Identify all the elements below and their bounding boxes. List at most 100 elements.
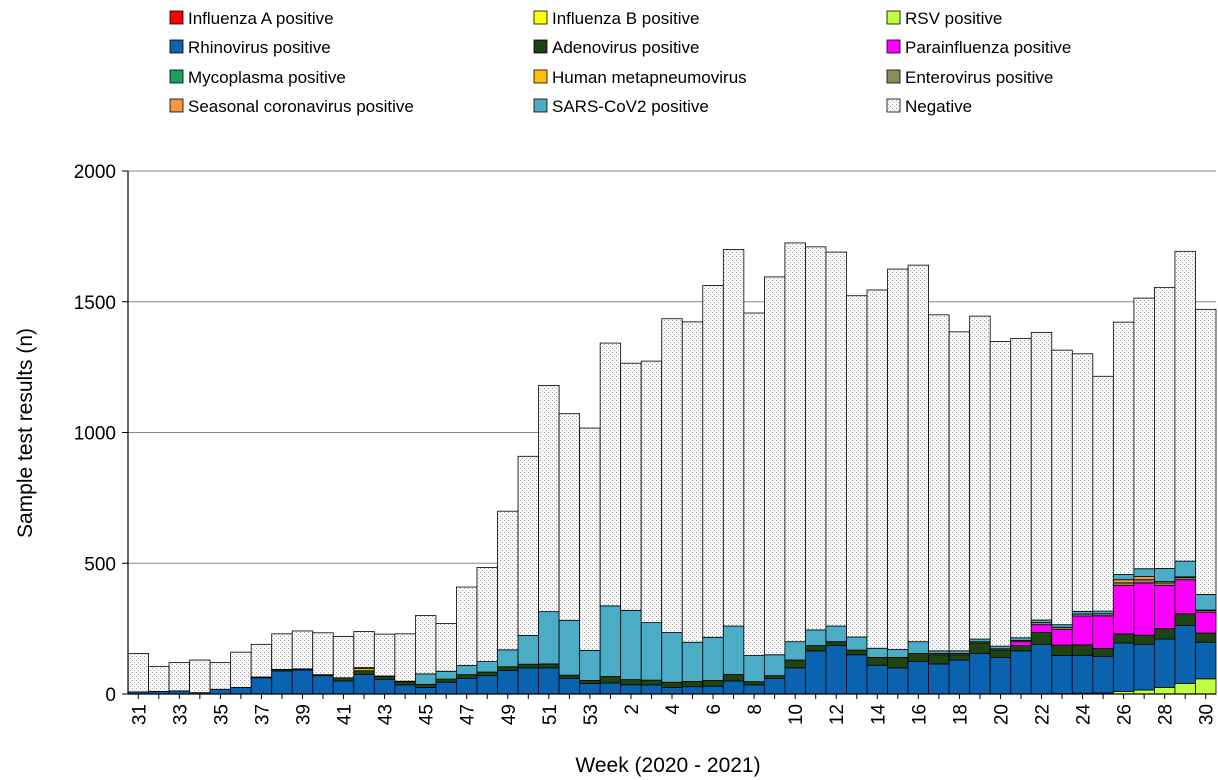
bar-41-rhinovirus-positive bbox=[332, 680, 355, 695]
x-tick-label-24: 24 bbox=[1074, 704, 1095, 726]
bar-16-negative bbox=[907, 264, 930, 643]
legend-label-adenovirus-positive: Adenovirus positive bbox=[552, 38, 699, 57]
bar-53-adenovirus-positive bbox=[579, 680, 601, 684]
bar-2-adenovirus-positive bbox=[620, 679, 642, 686]
x-tick-label-51: 51 bbox=[540, 704, 561, 725]
bar-48-negative bbox=[476, 567, 498, 662]
bar-12-adenovirus-positive bbox=[825, 641, 847, 647]
bar-29-negative bbox=[1174, 250, 1196, 562]
bar-44-rhinovirus-positive bbox=[394, 684, 416, 695]
bar-12-rhinovirus-positive bbox=[825, 645, 847, 695]
bar-51-negative bbox=[538, 385, 560, 613]
bar-51-rhinovirus-positive bbox=[538, 667, 560, 695]
bar-27-sars-cov2-positive bbox=[1133, 568, 1155, 577]
legend-label-parainfluenza-positive: Parainfluenza positive bbox=[905, 38, 1071, 57]
bar-48-sars-cov2-positive bbox=[476, 661, 498, 673]
x-tick-label-31: 31 bbox=[129, 704, 150, 725]
bar-7-sars-cov2-positive bbox=[722, 625, 745, 675]
bar-1-sars-cov2-positive bbox=[599, 605, 622, 677]
bar-51-adenovirus-positive bbox=[538, 663, 560, 669]
legend-label-influenza-b-positive: Influenza B positive bbox=[552, 9, 699, 28]
x-axis-ticks: 31 33 35 37 39 41 43 45 47 49 51 53 2 4 6 8 10 12 14 16 18 20… bbox=[129, 694, 1218, 726]
bar-24-rhinovirus-positive bbox=[1071, 654, 1094, 694]
x-tick-label-41: 41 bbox=[335, 704, 356, 725]
bar-48-rhinovirus-positive bbox=[476, 675, 498, 695]
bar-16-sars-cov2-positive bbox=[907, 641, 930, 654]
bar-42-rhinovirus-positive bbox=[353, 673, 375, 695]
bar-4-rhinovirus-positive bbox=[661, 687, 683, 695]
bar-26-adenovirus-positive bbox=[1112, 633, 1135, 644]
x-tick-label-2: 2 bbox=[622, 704, 643, 715]
legend-swatch-parainfluenza-positive bbox=[886, 39, 901, 54]
bar-52-rhinovirus-positive bbox=[558, 677, 581, 695]
bar-11-adenovirus-positive bbox=[805, 645, 827, 652]
legend-swatch-influenza-a-positive bbox=[169, 10, 184, 25]
bar-20-adenovirus-positive bbox=[989, 649, 1012, 658]
bar-17-adenovirus-positive bbox=[928, 654, 950, 665]
legend-label-rsv-positive: RSV positive bbox=[905, 9, 1002, 28]
bar-9-rhinovirus-positive bbox=[763, 677, 786, 695]
bar-25-negative bbox=[1092, 375, 1114, 612]
bar-13-negative bbox=[846, 295, 868, 638]
bar-28-adenovirus-positive bbox=[1154, 628, 1176, 640]
bar-5-adenovirus-positive bbox=[681, 681, 704, 688]
bar-14-adenovirus-positive bbox=[866, 656, 888, 666]
bar-32-negative bbox=[148, 666, 170, 692]
bar-14-rhinovirus-positive bbox=[866, 664, 888, 695]
bar-50-sars-cov2-positive bbox=[517, 635, 539, 665]
bar-53-rhinovirus-positive bbox=[579, 683, 601, 695]
bar-8-adenovirus-positive bbox=[743, 681, 765, 686]
bar-8-negative bbox=[743, 312, 765, 656]
bar-10-negative bbox=[784, 242, 806, 643]
bar-21-negative bbox=[1010, 337, 1032, 639]
bar-12-sars-cov2-positive bbox=[825, 625, 847, 643]
x-tick-label-14: 14 bbox=[868, 704, 889, 726]
bar-22-parainfluenza-positive bbox=[1030, 624, 1053, 633]
legend-swatch-mycoplasma-positive bbox=[169, 69, 184, 84]
bar-4-negative bbox=[661, 318, 683, 633]
bar-24-adenovirus-positive bbox=[1071, 644, 1094, 656]
bar-35-negative bbox=[209, 662, 232, 690]
x-tick-label-53: 53 bbox=[581, 704, 602, 725]
x-tick-label-37: 37 bbox=[252, 704, 273, 725]
bar-52-sars-cov2-positive bbox=[558, 619, 581, 676]
bar-20-rhinovirus-positive bbox=[989, 656, 1012, 695]
bar-4-sars-cov2-positive bbox=[661, 632, 683, 683]
bar-17-rhinovirus-positive bbox=[928, 663, 950, 695]
bar-14-negative bbox=[866, 289, 888, 649]
bar-9-negative bbox=[763, 276, 786, 656]
bar-30-sars-cov2-positive bbox=[1195, 593, 1217, 611]
y-tick-label-1500: 1500 bbox=[74, 293, 116, 314]
bar-13-rhinovirus-positive bbox=[846, 654, 868, 695]
bar-1-adenovirus-positive bbox=[599, 676, 622, 684]
bar-22-adenovirus-positive bbox=[1030, 632, 1053, 645]
bar-2-negative bbox=[620, 362, 642, 611]
bar-46-rhinovirus-positive bbox=[435, 681, 457, 695]
bar-29-rhinovirus-positive bbox=[1174, 625, 1196, 684]
y-tick-label-0: 0 bbox=[105, 685, 116, 706]
bar-44-negative bbox=[394, 633, 416, 682]
bar-44-adenovirus-positive bbox=[394, 681, 416, 686]
bar-5-rhinovirus-positive bbox=[681, 686, 704, 695]
bar-6-sars-cov2-positive bbox=[702, 636, 724, 681]
bar-39-negative bbox=[291, 630, 314, 670]
bar-37-negative bbox=[250, 643, 273, 678]
bar-26-negative bbox=[1112, 321, 1135, 575]
bar-53-negative bbox=[579, 427, 601, 651]
legend: Influenza A positive Influenza B positive… bbox=[169, 9, 1071, 116]
bar-3-sars-cov2-positive bbox=[640, 622, 663, 681]
bar-47-negative bbox=[456, 586, 478, 666]
bar-16-rhinovirus-positive bbox=[907, 660, 930, 695]
y-axis-ticks: 0 500 1000 1500 2000 bbox=[74, 162, 128, 706]
bar-42-negative bbox=[353, 631, 375, 668]
bar-36-negative bbox=[230, 651, 252, 688]
y-tick-label-2000: 2000 bbox=[74, 162, 116, 183]
bar-21-parainfluenza-positive bbox=[1010, 641, 1032, 647]
bar-49-negative bbox=[497, 510, 519, 651]
bar-30-adenovirus-positive bbox=[1195, 632, 1217, 643]
bar-50-negative bbox=[517, 455, 539, 636]
x-tick-label-49: 49 bbox=[499, 704, 520, 725]
x-tick-label-8: 8 bbox=[745, 704, 766, 715]
bars bbox=[127, 242, 1217, 695]
